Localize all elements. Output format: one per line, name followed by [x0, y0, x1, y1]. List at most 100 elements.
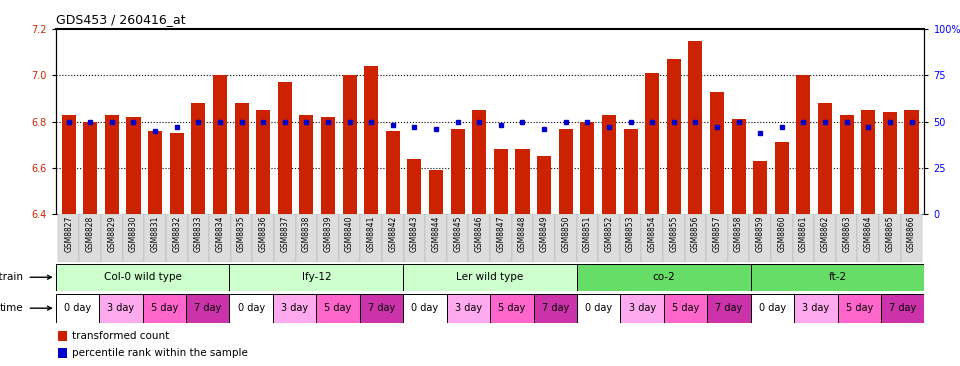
Bar	[861, 110, 876, 214]
Text: GSM8859: GSM8859	[756, 216, 765, 252]
Bar	[707, 214, 728, 262]
Text: GSM8838: GSM8838	[301, 216, 311, 252]
Text: 7 day: 7 day	[889, 303, 917, 313]
Text: 7 day: 7 day	[368, 303, 396, 313]
Text: 3 day: 3 day	[629, 303, 656, 313]
Bar	[446, 214, 468, 262]
Text: 5 day: 5 day	[672, 303, 699, 313]
Bar	[186, 294, 229, 323]
Bar	[58, 348, 66, 358]
Text: GSM8829: GSM8829	[108, 216, 116, 252]
Bar	[446, 294, 491, 323]
Bar	[537, 156, 551, 214]
Bar	[123, 214, 144, 262]
Bar	[493, 149, 508, 214]
Bar	[667, 59, 681, 214]
Bar	[598, 214, 620, 262]
Bar	[191, 103, 205, 214]
Bar	[234, 103, 249, 214]
Bar	[771, 214, 793, 262]
Text: GSM8853: GSM8853	[626, 216, 636, 252]
Bar	[751, 264, 924, 291]
Bar	[339, 214, 360, 262]
Bar	[775, 142, 789, 214]
Bar	[728, 214, 750, 262]
Text: GSM8855: GSM8855	[669, 216, 679, 252]
Bar	[256, 110, 270, 214]
Bar	[403, 264, 577, 291]
Text: GSM8857: GSM8857	[712, 216, 722, 252]
Bar	[797, 75, 810, 214]
Bar	[277, 82, 292, 214]
Bar	[732, 119, 746, 214]
Bar	[468, 214, 491, 262]
Bar	[364, 66, 378, 214]
Bar	[793, 214, 814, 262]
Bar	[472, 110, 487, 214]
Bar	[386, 131, 400, 214]
Bar	[252, 214, 274, 262]
Bar	[559, 128, 573, 214]
Text: GSM8846: GSM8846	[475, 216, 484, 252]
Text: 7 day: 7 day	[715, 303, 743, 313]
Bar	[166, 214, 187, 262]
Text: GSM8850: GSM8850	[562, 216, 570, 252]
Bar	[620, 214, 641, 262]
Text: percentile rank within the sample: percentile rank within the sample	[73, 348, 249, 358]
Bar	[229, 294, 273, 323]
Bar	[750, 214, 771, 262]
Bar	[403, 294, 446, 323]
Bar	[403, 214, 425, 262]
Text: GSM8831: GSM8831	[151, 216, 159, 252]
Text: GSM8847: GSM8847	[496, 216, 505, 252]
Text: GSM8851: GSM8851	[583, 216, 591, 252]
Text: GSM8828: GSM8828	[85, 216, 95, 252]
Text: 0 day: 0 day	[237, 303, 265, 313]
Text: 5 day: 5 day	[498, 303, 525, 313]
Text: GSM8842: GSM8842	[389, 216, 397, 252]
Bar	[645, 73, 660, 214]
Bar	[624, 128, 637, 214]
Bar	[360, 294, 403, 323]
Text: GSM8837: GSM8837	[280, 216, 289, 252]
Text: GSM8832: GSM8832	[172, 216, 181, 252]
Bar	[213, 75, 227, 214]
Text: 3 day: 3 day	[455, 303, 482, 313]
Text: lfy-12: lfy-12	[301, 272, 331, 282]
Text: GSM8827: GSM8827	[64, 216, 73, 252]
Text: GSM8836: GSM8836	[258, 216, 268, 252]
Text: co-2: co-2	[653, 272, 675, 282]
Bar	[836, 214, 857, 262]
Bar	[534, 214, 555, 262]
Bar	[105, 115, 119, 214]
Text: GSM8840: GSM8840	[345, 216, 354, 252]
Bar	[881, 294, 924, 323]
Bar	[904, 110, 919, 214]
Bar	[516, 149, 530, 214]
Bar	[577, 214, 598, 262]
Text: time: time	[0, 303, 23, 313]
Bar	[688, 41, 703, 214]
Text: GSM8830: GSM8830	[129, 216, 138, 252]
Bar	[58, 214, 80, 262]
Text: GSM8844: GSM8844	[432, 216, 441, 252]
Bar	[577, 294, 620, 323]
Bar	[101, 214, 123, 262]
Bar	[170, 133, 183, 214]
Bar	[321, 117, 335, 214]
Bar	[56, 294, 99, 323]
Bar	[360, 214, 382, 262]
Bar	[534, 294, 577, 323]
Bar	[818, 103, 832, 214]
Bar	[229, 264, 403, 291]
Bar	[450, 128, 465, 214]
Bar	[127, 117, 140, 214]
Text: GSM8841: GSM8841	[367, 216, 375, 252]
Bar	[84, 122, 97, 214]
Bar	[142, 294, 186, 323]
Text: GSM8834: GSM8834	[215, 216, 225, 252]
Text: 3 day: 3 day	[108, 303, 134, 313]
Text: GSM8866: GSM8866	[907, 216, 916, 252]
Bar	[512, 214, 534, 262]
Text: GSM8861: GSM8861	[799, 216, 808, 252]
